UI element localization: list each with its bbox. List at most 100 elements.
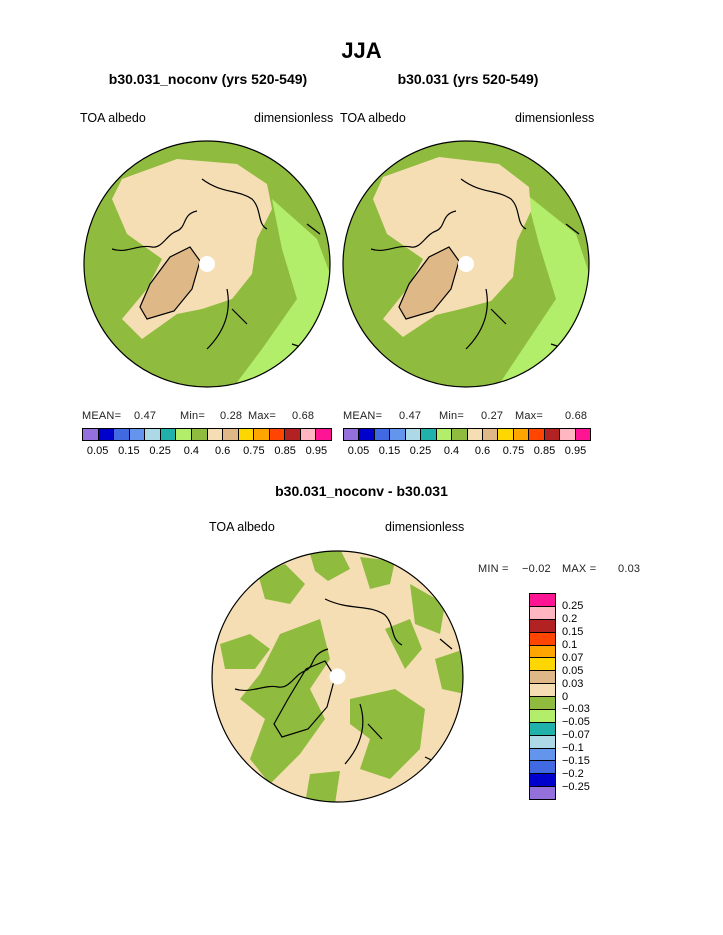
right-polar-map: [342, 140, 590, 388]
colorbar-swatch: [530, 684, 555, 697]
diff-panel-title: b30.031_noconv - b30.031: [275, 483, 448, 499]
colorbar-tick-label: 0.6: [474, 445, 491, 457]
colorbar-swatch: [498, 429, 514, 440]
right-mean-label: MEAN=: [343, 410, 383, 422]
left-teal-region: [317, 329, 330, 369]
colorbar-tick-label: 0.15: [562, 625, 584, 638]
left-colorbar-ticks: 0.05 0.15 0.25 0.4 0.6 0.75 0.85 0.95: [82, 445, 332, 459]
diff-variable-label: TOA albedo: [209, 520, 275, 534]
diff-max-value: 0.03: [618, 563, 641, 575]
colorbar-tick-label: 0.25: [149, 445, 171, 457]
colorbar-swatch: [530, 709, 555, 723]
colorbar-tick-label: −0.03: [562, 703, 590, 716]
colorbar-swatch: [176, 429, 192, 440]
colorbar-tick-label: 0.85: [533, 445, 556, 457]
left-min-value: 0.28: [220, 410, 243, 422]
left-mean-value: 0.47: [134, 410, 157, 422]
right-colorbar-ticks: 0.05 0.15 0.25 0.4 0.6 0.75 0.85 0.95: [343, 445, 591, 459]
diff-colorbar: [529, 593, 556, 800]
right-pole-hole: [458, 256, 474, 272]
colorbar-swatch: [530, 645, 555, 659]
colorbar-swatch: [530, 632, 555, 646]
colorbar-tick-label: −0.2: [562, 768, 584, 781]
diff-pole-hole: [329, 668, 346, 685]
colorbar-swatch: [129, 429, 146, 440]
colorbar-tick-label: 0.75: [502, 445, 525, 457]
left-pole-hole: [199, 256, 215, 272]
diff-min-value: −0.02: [522, 563, 551, 575]
left-max-label: Max=: [248, 410, 277, 422]
colorbar-swatch: [344, 429, 360, 440]
right-units-label: dimensionless: [515, 111, 595, 125]
colorbar-swatch: [560, 429, 576, 440]
colorbar-tick-label: 0.03: [562, 677, 584, 690]
colorbar-tick-label: 0.95: [564, 445, 587, 457]
colorbar-swatch: [254, 429, 270, 440]
colorbar-tick-label: −0.1: [562, 742, 584, 755]
colorbar-swatch: [530, 722, 555, 736]
colorbar-tick-label: 0: [562, 690, 569, 703]
left-panel-title: b30.031_noconv (yrs 520-549): [108, 71, 308, 87]
colorbar-tick-label: 0.6: [214, 445, 231, 457]
left-variable-label: TOA albedo: [80, 111, 146, 125]
colorbar-swatch: [83, 429, 99, 440]
colorbar-tick-label: 0.1: [562, 638, 578, 651]
colorbar-swatch: [530, 697, 555, 710]
colorbar-swatch: [300, 429, 317, 440]
colorbar-tick-label: 0.75: [243, 445, 265, 457]
left-greenland-region: [140, 247, 200, 319]
colorbar-swatch: [452, 429, 468, 440]
colorbar-swatch: [436, 429, 453, 440]
colorbar-swatch: [530, 787, 555, 799]
left-min-label: Min=: [180, 410, 205, 422]
colorbar-tick-label: −0.25: [562, 781, 590, 794]
right-max-label: Max=: [515, 410, 544, 422]
colorbar-swatch: [467, 429, 483, 440]
right-teal-region: [573, 324, 589, 374]
colorbar-swatch: [207, 429, 224, 440]
colorbar-tick-label: 0.05: [562, 664, 584, 677]
right-colorbar: [343, 428, 591, 441]
left-units-label: dimensionless: [254, 111, 334, 125]
figure-title: JJA: [341, 38, 382, 63]
right-min-label: Min=: [439, 410, 464, 422]
colorbar-swatch: [390, 429, 406, 440]
colorbar-swatch: [530, 606, 555, 620]
right-panel-title: b30.031 (yrs 520-549): [397, 71, 539, 87]
colorbar-tick-label: 0.95: [305, 445, 328, 457]
colorbar-tick-label: 0.15: [118, 445, 140, 457]
right-max-value: 0.68: [565, 410, 588, 422]
colorbar-swatch: [374, 429, 391, 440]
colorbar-swatch: [482, 429, 499, 440]
colorbar-swatch: [114, 429, 130, 440]
colorbar-swatch: [530, 761, 555, 775]
colorbar-tick-label: 0.25: [409, 445, 432, 457]
colorbar-tick-label: 0.15: [378, 445, 401, 457]
right-mean-value: 0.47: [399, 410, 422, 422]
colorbar-swatch: [191, 429, 208, 440]
left-max-value: 0.68: [292, 410, 315, 422]
colorbar-swatch: [513, 429, 530, 440]
colorbar-tick-label: 0.07: [562, 651, 584, 664]
colorbar-tick-label: 0.4: [183, 445, 200, 457]
colorbar-swatch: [530, 748, 555, 762]
diff-max-label: MAX =: [562, 563, 597, 575]
colorbar-tick-label: 0.05: [86, 445, 109, 457]
colorbar-tick-label: 0.4: [443, 445, 460, 457]
colorbar-swatch: [405, 429, 422, 440]
colorbar-swatch: [238, 429, 255, 440]
colorbar-tick-label: −0.15: [562, 755, 590, 768]
colorbar-swatch: [530, 774, 555, 788]
colorbar-swatch: [530, 594, 555, 607]
colorbar-tick-label: −0.07: [562, 729, 590, 742]
diff-units-label: dimensionless: [385, 520, 465, 534]
colorbar-swatch: [530, 735, 555, 749]
colorbar-swatch: [421, 429, 437, 440]
diff-green-regions: [220, 551, 463, 802]
colorbar-swatch: [544, 429, 561, 440]
diff-min-label: MIN =: [478, 563, 509, 575]
right-variable-label: TOA albedo: [340, 111, 406, 125]
colorbar-tick-label: 0.2: [562, 612, 578, 625]
colorbar-tick-label: 0.05: [347, 445, 370, 457]
colorbar-swatch: [285, 429, 301, 440]
